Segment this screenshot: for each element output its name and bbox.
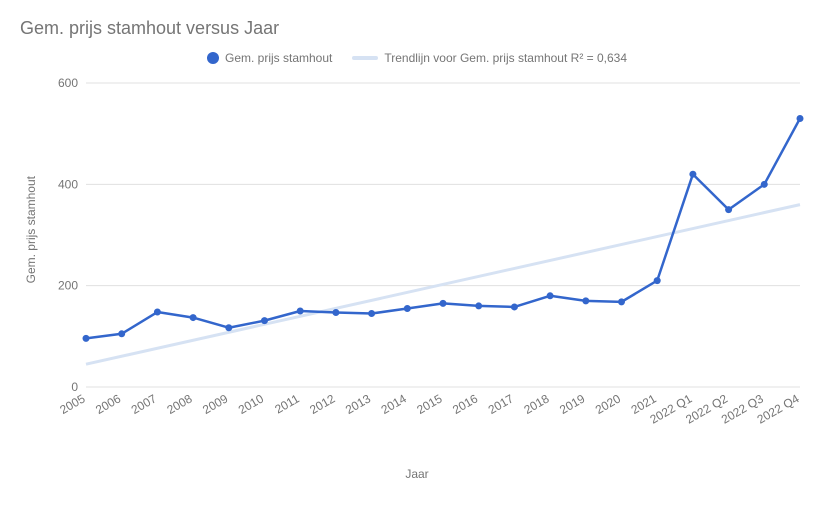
data-point [618, 298, 625, 305]
data-point [154, 309, 161, 316]
y-tick-label: 0 [71, 380, 78, 394]
data-point [261, 317, 268, 324]
legend-trend-marker [352, 56, 378, 60]
legend-trend-label: Trendlijn voor Gem. prijs stamhout R² = … [384, 51, 627, 65]
data-point [725, 206, 732, 213]
data-point [511, 303, 518, 310]
x-tick-label: 2015 [414, 391, 444, 417]
legend-item-series: Gem. prijs stamhout [207, 51, 332, 65]
data-point [118, 330, 125, 337]
x-tick-label: 2009 [200, 391, 230, 417]
data-point [761, 181, 768, 188]
x-tick-label: 2019 [557, 391, 587, 417]
x-tick-label: 2008 [164, 391, 194, 417]
data-point [689, 171, 696, 178]
data-point [225, 324, 232, 331]
x-tick-label: 2010 [236, 391, 266, 417]
chart-title: Gem. prijs stamhout versus Jaar [20, 18, 814, 39]
x-tick-label: 2016 [450, 391, 480, 417]
chart-svg: 0200400600200520062007200820092010201120… [38, 75, 814, 465]
y-axis-label: Gem. prijs stamhout [20, 176, 38, 283]
data-point [83, 335, 90, 342]
trendline [86, 205, 800, 365]
legend-series-marker [207, 52, 219, 64]
x-axis-label: Jaar [20, 467, 814, 481]
data-point [190, 314, 197, 321]
data-point [582, 297, 589, 304]
data-point [332, 309, 339, 316]
legend-item-trend: Trendlijn voor Gem. prijs stamhout R² = … [352, 51, 627, 65]
x-tick-label: 2005 [57, 391, 87, 417]
x-tick-label: 2014 [379, 391, 409, 417]
data-point [547, 292, 554, 299]
data-point [654, 277, 661, 284]
plot-area: 0200400600200520062007200820092010201120… [38, 75, 814, 465]
x-tick-label: 2018 [521, 391, 551, 417]
x-tick-label: 2013 [343, 391, 373, 417]
legend-series-label: Gem. prijs stamhout [225, 51, 332, 65]
data-point [404, 305, 411, 312]
x-tick-label: 2012 [307, 391, 337, 417]
y-tick-label: 200 [58, 279, 78, 293]
plot-wrap: Gem. prijs stamhout 02004006002005200620… [20, 75, 814, 465]
chart-container: Gem. prijs stamhout versus Jaar Gem. pri… [0, 0, 834, 517]
x-tick-label: 2007 [129, 391, 159, 417]
data-point [297, 308, 304, 315]
y-tick-label: 400 [58, 177, 78, 191]
data-point [475, 302, 482, 309]
x-tick-label: 2011 [272, 391, 302, 416]
y-tick-label: 600 [58, 76, 78, 90]
data-point [797, 115, 804, 122]
data-point [368, 310, 375, 317]
data-point [440, 300, 447, 307]
x-tick-label: 2006 [93, 391, 123, 417]
x-tick-label: 2017 [486, 391, 516, 417]
x-tick-label: 2020 [593, 391, 623, 417]
legend: Gem. prijs stamhout Trendlijn voor Gem. … [20, 51, 814, 65]
